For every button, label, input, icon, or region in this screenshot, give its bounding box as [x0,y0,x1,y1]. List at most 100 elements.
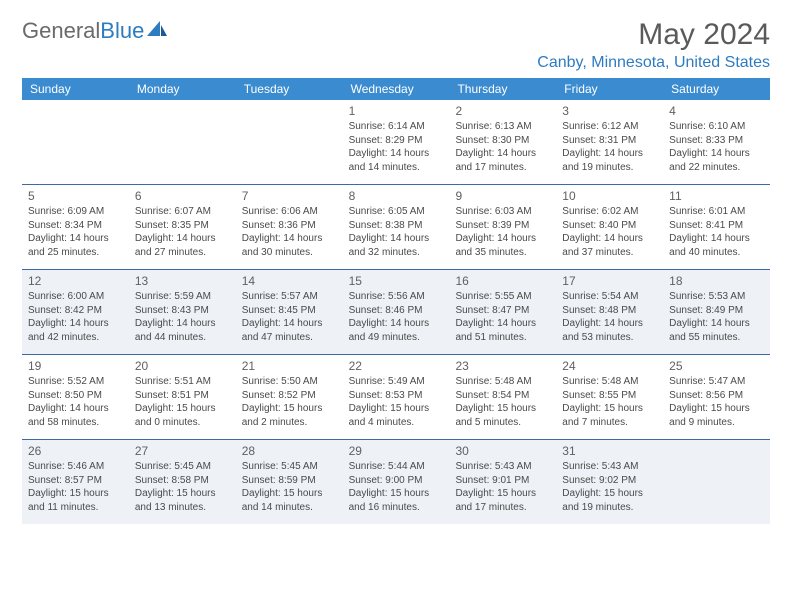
daylight-text: Daylight: 14 hours and 58 minutes. [28,402,123,429]
day-number: 29 [349,443,444,459]
day-number: 20 [135,358,230,374]
calendar-body: 1Sunrise: 6:14 AMSunset: 8:29 PMDaylight… [22,100,770,524]
daylight-text: Daylight: 15 hours and 19 minutes. [562,487,657,514]
header: GeneralBlue May 2024 Canby, Minnesota, U… [22,18,770,72]
calendar-cell: 7Sunrise: 6:06 AMSunset: 8:36 PMDaylight… [236,185,343,269]
day-number: 17 [562,273,657,289]
sunrise-text: Sunrise: 6:03 AM [455,205,550,219]
calendar-cell [22,100,129,184]
day-number: 8 [349,188,444,204]
calendar-cell: 3Sunrise: 6:12 AMSunset: 8:31 PMDaylight… [556,100,663,184]
calendar-cell: 1Sunrise: 6:14 AMSunset: 8:29 PMDaylight… [343,100,450,184]
sunrise-text: Sunrise: 5:52 AM [28,375,123,389]
calendar-row: 1Sunrise: 6:14 AMSunset: 8:29 PMDaylight… [22,100,770,184]
day-number: 24 [562,358,657,374]
calendar-cell: 28Sunrise: 5:45 AMSunset: 8:59 PMDayligh… [236,440,343,524]
day-number: 13 [135,273,230,289]
sunrise-text: Sunrise: 5:51 AM [135,375,230,389]
day-header: Monday [129,78,236,100]
calendar-cell [663,440,770,524]
day-header: Wednesday [343,78,450,100]
sunset-text: Sunset: 8:42 PM [28,304,123,318]
calendar-cell: 30Sunrise: 5:43 AMSunset: 9:01 PMDayligh… [449,440,556,524]
sunrise-text: Sunrise: 5:43 AM [455,460,550,474]
calendar-cell: 23Sunrise: 5:48 AMSunset: 8:54 PMDayligh… [449,355,556,439]
sunset-text: Sunset: 8:38 PM [349,219,444,233]
sunrise-text: Sunrise: 5:46 AM [28,460,123,474]
sunset-text: Sunset: 9:00 PM [349,474,444,488]
calendar-cell: 22Sunrise: 5:49 AMSunset: 8:53 PMDayligh… [343,355,450,439]
sunset-text: Sunset: 8:45 PM [242,304,337,318]
calendar-cell: 14Sunrise: 5:57 AMSunset: 8:45 PMDayligh… [236,270,343,354]
day-number: 6 [135,188,230,204]
calendar-cell: 11Sunrise: 6:01 AMSunset: 8:41 PMDayligh… [663,185,770,269]
daylight-text: Daylight: 14 hours and 32 minutes. [349,232,444,259]
day-number: 31 [562,443,657,459]
sunrise-text: Sunrise: 6:14 AM [349,120,444,134]
sunset-text: Sunset: 8:47 PM [455,304,550,318]
sunset-text: Sunset: 8:57 PM [28,474,123,488]
daylight-text: Daylight: 14 hours and 47 minutes. [242,317,337,344]
daylight-text: Daylight: 14 hours and 53 minutes. [562,317,657,344]
daylight-text: Daylight: 15 hours and 13 minutes. [135,487,230,514]
day-number: 28 [242,443,337,459]
sunset-text: Sunset: 8:48 PM [562,304,657,318]
sunset-text: Sunset: 8:33 PM [669,134,764,148]
calendar-row: 5Sunrise: 6:09 AMSunset: 8:34 PMDaylight… [22,184,770,269]
calendar-cell: 21Sunrise: 5:50 AMSunset: 8:52 PMDayligh… [236,355,343,439]
sunrise-text: Sunrise: 6:10 AM [669,120,764,134]
sunset-text: Sunset: 8:41 PM [669,219,764,233]
daylight-text: Daylight: 14 hours and 55 minutes. [669,317,764,344]
day-number: 26 [28,443,123,459]
day-number: 27 [135,443,230,459]
sunrise-text: Sunrise: 6:00 AM [28,290,123,304]
calendar-cell: 10Sunrise: 6:02 AMSunset: 8:40 PMDayligh… [556,185,663,269]
sunset-text: Sunset: 8:30 PM [455,134,550,148]
brand-name-gray: General [22,18,100,43]
sunrise-text: Sunrise: 5:57 AM [242,290,337,304]
sunrise-text: Sunrise: 5:55 AM [455,290,550,304]
brand-name: GeneralBlue [22,18,144,44]
title-block: May 2024 Canby, Minnesota, United States [537,18,770,72]
day-number: 25 [669,358,764,374]
sunrise-text: Sunrise: 5:43 AM [562,460,657,474]
calendar-cell: 8Sunrise: 6:05 AMSunset: 8:38 PMDaylight… [343,185,450,269]
sunset-text: Sunset: 8:59 PM [242,474,337,488]
day-header: Saturday [663,78,770,100]
sunrise-text: Sunrise: 5:49 AM [349,375,444,389]
daylight-text: Daylight: 14 hours and 37 minutes. [562,232,657,259]
calendar: SundayMondayTuesdayWednesdayThursdayFrid… [22,78,770,524]
daylight-text: Daylight: 15 hours and 16 minutes. [349,487,444,514]
calendar-cell [236,100,343,184]
sunset-text: Sunset: 8:49 PM [669,304,764,318]
daylight-text: Daylight: 15 hours and 2 minutes. [242,402,337,429]
sunrise-text: Sunrise: 5:56 AM [349,290,444,304]
calendar-cell: 2Sunrise: 6:13 AMSunset: 8:30 PMDaylight… [449,100,556,184]
calendar-cell: 31Sunrise: 5:43 AMSunset: 9:02 PMDayligh… [556,440,663,524]
daylight-text: Daylight: 14 hours and 25 minutes. [28,232,123,259]
sunrise-text: Sunrise: 6:12 AM [562,120,657,134]
daylight-text: Daylight: 15 hours and 11 minutes. [28,487,123,514]
sunrise-text: Sunrise: 6:06 AM [242,205,337,219]
calendar-cell: 29Sunrise: 5:44 AMSunset: 9:00 PMDayligh… [343,440,450,524]
sunrise-text: Sunrise: 5:59 AM [135,290,230,304]
calendar-cell: 24Sunrise: 5:48 AMSunset: 8:55 PMDayligh… [556,355,663,439]
sunrise-text: Sunrise: 5:47 AM [669,375,764,389]
calendar-cell: 9Sunrise: 6:03 AMSunset: 8:39 PMDaylight… [449,185,556,269]
brand-name-blue: Blue [100,18,144,43]
daylight-text: Daylight: 14 hours and 44 minutes. [135,317,230,344]
brand-sail-icon [146,19,168,44]
sunrise-text: Sunrise: 5:50 AM [242,375,337,389]
sunrise-text: Sunrise: 5:48 AM [562,375,657,389]
sunrise-text: Sunrise: 5:48 AM [455,375,550,389]
daylight-text: Daylight: 15 hours and 7 minutes. [562,402,657,429]
sunset-text: Sunset: 8:56 PM [669,389,764,403]
sunset-text: Sunset: 8:53 PM [349,389,444,403]
calendar-cell: 13Sunrise: 5:59 AMSunset: 8:43 PMDayligh… [129,270,236,354]
calendar-cell: 27Sunrise: 5:45 AMSunset: 8:58 PMDayligh… [129,440,236,524]
daylight-text: Daylight: 14 hours and 27 minutes. [135,232,230,259]
day-number: 7 [242,188,337,204]
day-number: 19 [28,358,123,374]
sunset-text: Sunset: 9:02 PM [562,474,657,488]
sunset-text: Sunset: 8:35 PM [135,219,230,233]
